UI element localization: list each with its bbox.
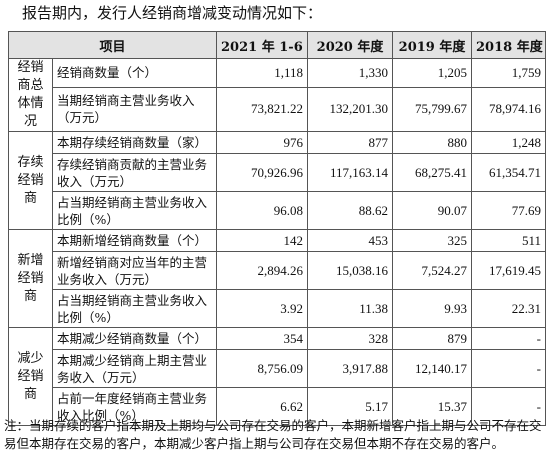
table-row: 存续经销商 本期存续经销商数量（家） 976 877 880 1,248 — [8, 131, 547, 230]
table-row: 占当期经销商主营业务收入比例（%） 3.92 11.38 9.93 22.31 — [9, 289, 547, 328]
table-footnote: 注：当期存续的客户指本期及上期均与公司存在交易的客户，本期新增客户指上期与公司不… — [4, 418, 542, 451]
cell-2020: 132,201.30 — [307, 86, 394, 133]
cell-2019: 12,140.17 — [392, 349, 473, 388]
cell-2021h1: 8,756.09 — [216, 349, 309, 388]
table-header-row: 项目 2021 年 1-6 月 2020 年度 2019 年度 2018 年度 — [7, 31, 547, 59]
cell-2021h1: 96.08 — [216, 191, 309, 230]
header-2019: 2019 年度 — [392, 31, 473, 59]
distributor-change-table: 项目 2021 年 1-6 月 2020 年度 2019 年度 2018 年度 … — [7, 31, 547, 426]
row-item: 本期新增经销商数量（个） — [51, 229, 218, 252]
cell-2018: 1,248 — [471, 131, 547, 154]
cell-2021h1: 70,926.96 — [216, 153, 309, 192]
row-item: 当期经销商主营业务收入（万元） — [51, 86, 218, 133]
row-item: 本期存续经销商数量（家） — [51, 131, 218, 154]
cell-2020: 877 — [307, 131, 394, 154]
cell-2021h1: 2,894.26 — [216, 251, 309, 290]
cell-2019: 90.07 — [392, 191, 473, 230]
cell-2018: 511 — [471, 229, 547, 252]
row-item: 存续经销商贡献的主营业务收入（万元） — [51, 153, 218, 192]
cell-2021h1: 6.62 — [216, 387, 309, 426]
header-2021h1: 2021 年 1-6 月 — [216, 31, 309, 59]
cell-2019: 15.37 — [392, 387, 473, 426]
cell-2020: 3,917.88 — [307, 349, 394, 388]
table-row: 本期减少经销商上期主营业务收入（万元） 8,756.09 3,917.88 12… — [9, 349, 547, 388]
cell-2021h1: 3.92 — [216, 289, 309, 328]
cell-2019: 879 — [392, 327, 473, 350]
row-item: 占当期经销商主营业务收入比例（%） — [51, 289, 218, 328]
cell-2020: 117,163.14 — [307, 153, 394, 192]
table-row: 当期经销商主营业务收入（万元） 73,821.22 132,201.30 75,… — [9, 86, 547, 133]
cell-2018: - — [471, 349, 547, 388]
cell-2021h1: 1,118 — [216, 58, 309, 88]
cell-2020: 328 — [307, 327, 394, 350]
row-item: 本期减少经销商上期主营业务收入（万元） — [51, 349, 218, 388]
table-row: 占当期经销商主营业务收入比例（%） 96.08 88.62 90.07 77.6… — [9, 191, 547, 230]
group-label-reduced: 减少经销商 — [8, 327, 53, 426]
header-2020: 2020 年度 — [307, 31, 394, 59]
cell-2018: - — [471, 327, 547, 350]
cell-2020: 88.62 — [307, 191, 394, 230]
table-row: 占前一年度经销商主营业务收入比例（%） 6.62 5.17 15.37 - — [9, 387, 547, 426]
table-row: 新增经销商对应当年的主营业务收入（万元） 2,894.26 15,038.16 … — [9, 251, 547, 290]
table-row: 存续经销商贡献的主营业务收入（万元） 70,926.96 117,163.14 … — [9, 153, 547, 192]
cell-2020: 11.38 — [307, 289, 394, 328]
group-label-continuing: 存续经销商 — [8, 131, 53, 230]
table-row: 新增经销商 本期新增经销商数量（个） 142 453 325 511 — [8, 229, 547, 328]
cell-2018: - — [471, 387, 547, 426]
cell-2021h1: 976 — [216, 131, 309, 154]
group-label-new: 新增经销商 — [8, 229, 53, 328]
cell-2021h1: 73,821.22 — [216, 86, 309, 133]
row-item: 占前一年度经销商主营业务收入比例（%） — [51, 387, 218, 426]
cell-2020: 5.17 — [307, 387, 394, 426]
header-2018: 2018 年度 — [471, 31, 547, 59]
cell-2019: 68,275.41 — [392, 153, 473, 192]
cell-2021h1: 354 — [216, 327, 309, 350]
row-item: 占当期经销商主营业务收入比例（%） — [51, 191, 218, 230]
row-item: 经销商数量（个） — [51, 58, 218, 88]
row-item: 本期减少经销商数量（个） — [51, 327, 218, 350]
table-row: 经销商总体情况 经销商数量（个） 1,118 1,330 1,205 1,759 — [8, 58, 547, 132]
row-item: 新增经销商对应当年的主营业务收入（万元） — [51, 251, 218, 290]
cell-2018: 22.31 — [471, 289, 547, 328]
cell-2020: 15,038.16 — [307, 251, 394, 290]
header-item: 项目 — [7, 31, 218, 59]
cell-2018: 78,974.16 — [471, 86, 547, 133]
cell-2018: 1,759 — [471, 58, 547, 88]
intro-text: 报告期内，发行人经销商增减变动情况如下： — [22, 4, 323, 22]
cell-2021h1: 142 — [216, 229, 309, 252]
cell-2019: 325 — [392, 229, 473, 252]
cell-2018: 61,354.71 — [471, 153, 547, 192]
cell-2018: 77.69 — [471, 191, 547, 230]
group-label-overall: 经销商总体情况 — [8, 58, 53, 132]
cell-2019: 1,205 — [392, 58, 473, 88]
cell-2019: 75,799.67 — [392, 86, 473, 133]
cell-2019: 7,524.27 — [392, 251, 473, 290]
cell-2019: 9.93 — [392, 289, 473, 328]
cell-2018: 17,619.45 — [471, 251, 547, 290]
table-row: 减少经销商 本期减少经销商数量（个） 354 328 879 - — [8, 327, 547, 426]
cell-2019: 880 — [392, 131, 473, 154]
cell-2020: 453 — [307, 229, 394, 252]
cell-2020: 1,330 — [307, 58, 394, 88]
